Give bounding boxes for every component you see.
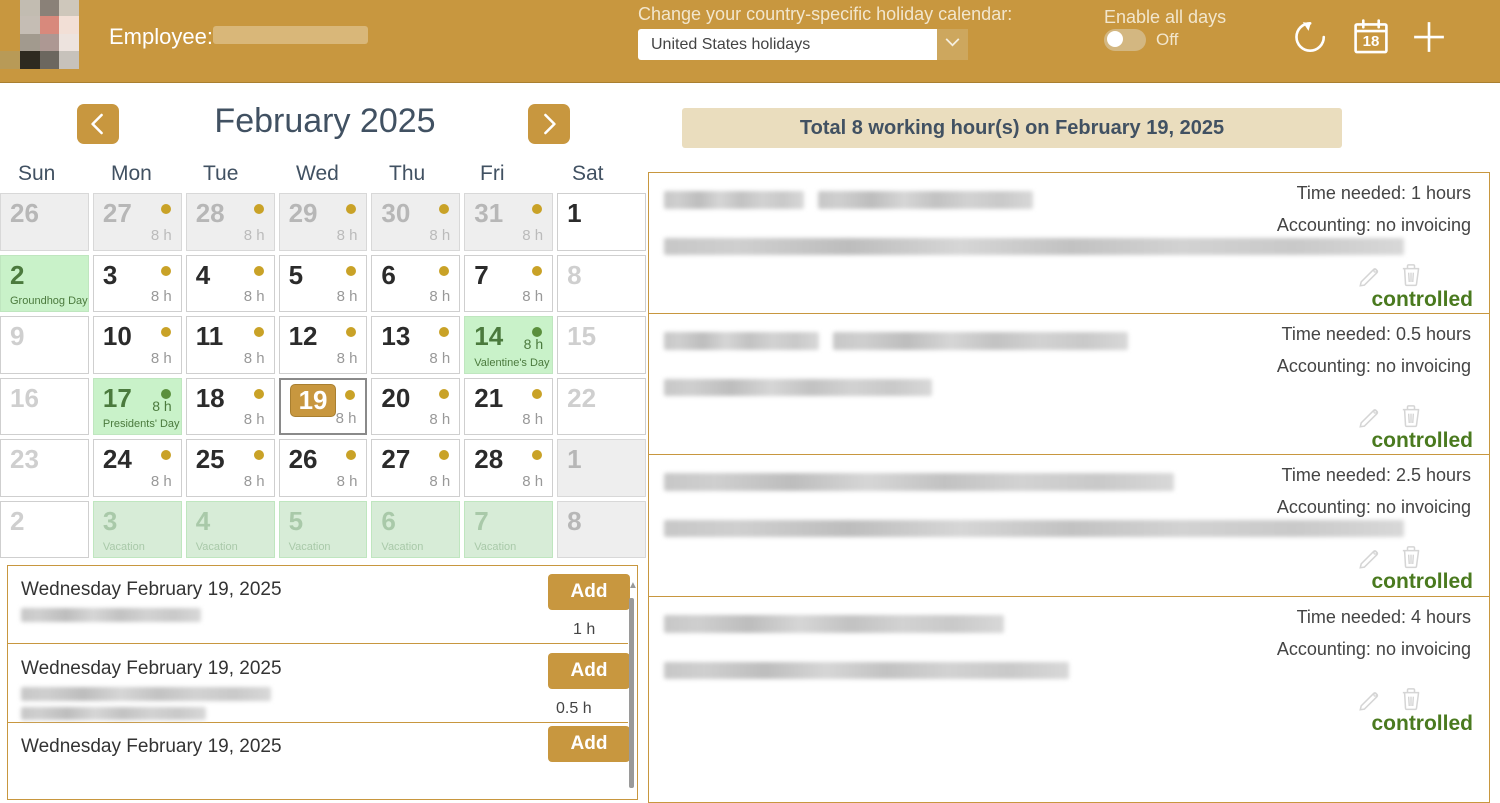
svg-text:18: 18 — [1363, 33, 1380, 50]
